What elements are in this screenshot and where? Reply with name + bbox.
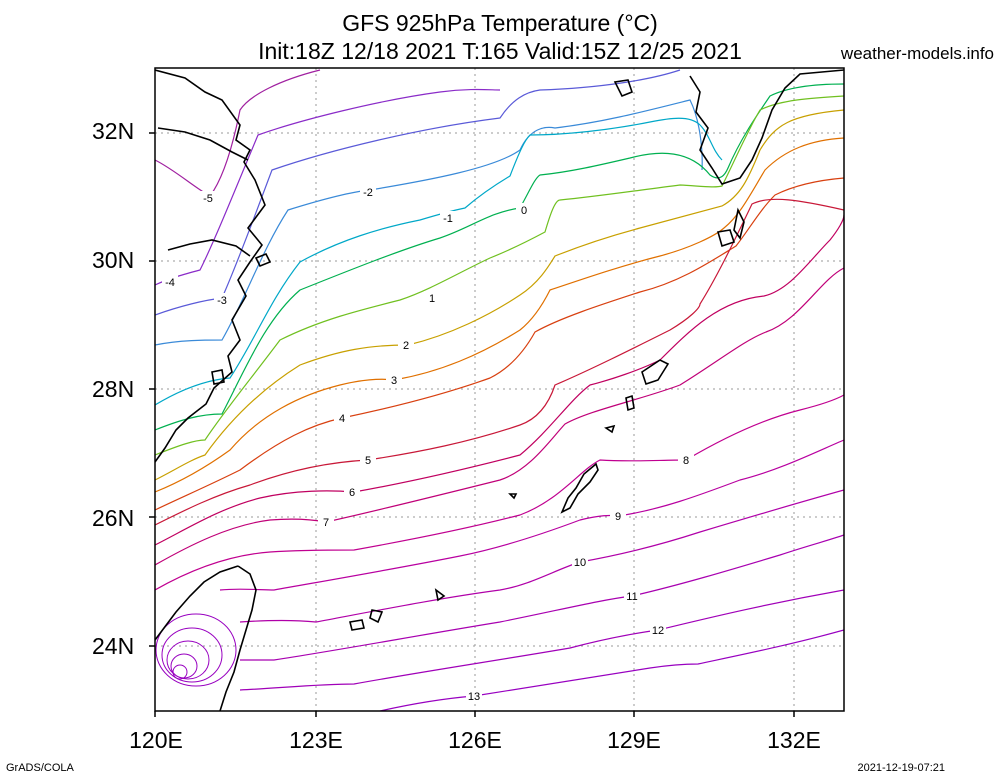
isotherm-3 (155, 137, 844, 493)
isotherm-label: 10 (574, 557, 586, 569)
isotherm-7 (155, 267, 844, 566)
isotherm-label: 12 (652, 625, 664, 637)
lon-label-126e: 126E (448, 727, 502, 753)
isotherm-5 (155, 198, 844, 526)
isotherm-9 (219, 439, 844, 591)
isotherm-label-bg (360, 453, 376, 466)
lat-label-28n: 28N (92, 376, 135, 402)
isotherm-label: 11 (626, 591, 637, 603)
isotherm-minus-4 (155, 88, 501, 286)
isotherm-label-bg (386, 373, 402, 386)
taiwan-terrain-contour (161, 627, 223, 683)
isotherm-label-bg (424, 291, 440, 304)
lon-label-123e: 123E (289, 727, 343, 753)
taiwan-terrain-contour (155, 613, 237, 687)
isotherm-label-bg (360, 185, 376, 198)
isotherm-12 (239, 589, 844, 691)
isotherm-label-bg (162, 275, 178, 288)
coastline-yakushima (716, 229, 736, 248)
lat-label-32n: 32N (92, 118, 135, 144)
coastline-iriomote (349, 619, 365, 631)
isotherm-label: 13 (468, 691, 480, 703)
coastline-ishigaki (369, 609, 384, 624)
map-subtitle: Init:18Z 12/18 2021 T:165 Valid:15Z 12/2… (258, 38, 742, 64)
coastline-okinawa (560, 462, 599, 514)
isotherm-label: 7 (323, 517, 329, 529)
isotherm-label-bg (516, 203, 532, 216)
lat-label-26n: 26N (92, 505, 135, 531)
coastline-tokunoshima (625, 394, 635, 412)
isotherm-label-bg (440, 211, 456, 224)
map-title: GFS 925hPa Temperature (°C) (342, 10, 658, 36)
coastline-taiwan (155, 565, 257, 711)
isotherm-label-bg (678, 453, 694, 466)
lat-label-30n: 30N (92, 247, 135, 273)
isotherm-8 (155, 394, 844, 591)
isotherm-label: 9 (615, 511, 621, 523)
isotherm-label: 8 (683, 455, 689, 467)
footer-timestamp: 2021-12-19-07:21 (857, 762, 945, 774)
isotherm-label-bg (318, 515, 334, 528)
isotherm-label-bg (200, 191, 216, 204)
coastline-miyako (434, 588, 446, 602)
isotherm-13 (379, 629, 844, 711)
taiwan-terrain-contour (166, 640, 210, 680)
isotherm-label: 5 (365, 455, 371, 467)
isotherm-label: 2 (403, 340, 409, 352)
isotherm-label-bg (610, 509, 626, 522)
lon-label-129e: 129E (607, 727, 661, 753)
isotherm-11 (240, 534, 844, 661)
isotherm-label: -3 (217, 295, 227, 307)
graticule (155, 68, 844, 711)
coastline-okinoerabu (604, 424, 616, 434)
isotherm-label-bg (214, 293, 230, 306)
coastline-amami (641, 359, 670, 386)
site-credit: weather-models.info (840, 44, 994, 63)
coastline-hangzhou-bay (167, 239, 251, 257)
isotherm-6 (155, 214, 844, 546)
coastline-zhoushan (254, 252, 272, 268)
taiwan-terrain-contour (172, 664, 188, 680)
lon-label-120e: 120E (129, 727, 183, 753)
isotherm-label: 3 (391, 375, 397, 387)
coastline-fujian-islands (211, 369, 225, 385)
isotherm-label: -4 (165, 277, 175, 289)
footer-software: GrADS/COLA (6, 762, 74, 774)
isotherm-label: 1 (429, 293, 435, 305)
isotherm-label-bg (344, 485, 360, 498)
isotherm-label: -2 (363, 187, 373, 199)
isotherm-2 (155, 109, 844, 481)
isotherm-minus-1 (155, 117, 723, 406)
coastline-china (155, 69, 266, 463)
isotherm-label: 4 (339, 413, 345, 425)
isotherm-minus-5 (155, 69, 321, 197)
isotherm-label: -1 (443, 213, 453, 225)
coastline-kumejima (508, 493, 518, 500)
coastline-yangtze (157, 127, 249, 161)
lat-label-24n: 24N (92, 633, 135, 659)
isotherm-0 (155, 83, 844, 431)
lon-label-132e: 132E (767, 727, 821, 753)
isotherm-label-bg (624, 589, 640, 602)
isotherm-label-bg (334, 411, 350, 424)
isotherm-label: 6 (349, 487, 355, 499)
coastline-tanegashima (733, 207, 745, 240)
isotherm-4 (155, 177, 844, 511)
isotherm-label: 0 (521, 205, 527, 217)
isotherm-1 (155, 95, 844, 456)
coastline-kyushu (689, 69, 844, 185)
isotherm-label-bg (572, 555, 588, 568)
isotherm-label-bg (398, 338, 414, 351)
isotherm-label: -5 (203, 193, 213, 205)
isotherm-label-bg (466, 689, 482, 702)
isotherm-10 (239, 489, 844, 623)
isotherm-label-bg (650, 623, 666, 636)
coastline-korea-tip (613, 79, 633, 98)
